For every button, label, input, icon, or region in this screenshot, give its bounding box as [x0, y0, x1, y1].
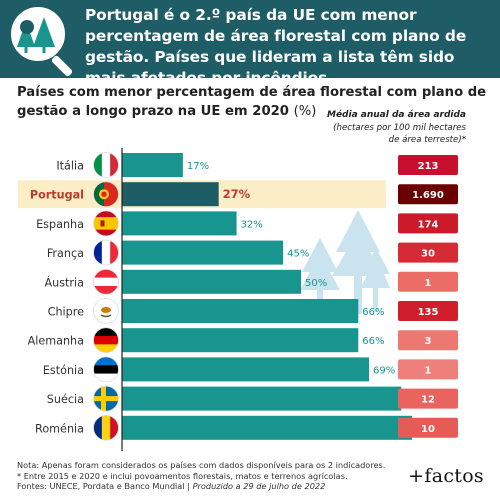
- bar: [122, 328, 359, 353]
- table-row: Itália 17% 213: [56, 152, 458, 178]
- burned-area-value: 12: [421, 395, 435, 406]
- flag-romania-icon: [93, 414, 119, 441]
- bar: [122, 357, 370, 382]
- value-label: 17%: [187, 161, 209, 172]
- flag-cyprus-icon: [93, 298, 119, 324]
- forest-icon: [17, 17, 55, 53]
- burned-area-badge: [398, 213, 458, 234]
- burned-area-badge: [398, 184, 458, 205]
- table-row: França 45% 30: [47, 239, 458, 266]
- table-row: Áustria 50% 1: [44, 268, 458, 295]
- bar: [122, 299, 359, 323]
- bar: [122, 182, 219, 207]
- burned-area-badge: [398, 155, 458, 175]
- bar: [122, 240, 284, 265]
- bar-chart: Itália 17% 213 Portugal 27% 1.690 Espanha 32% 17…: [18, 148, 458, 451]
- burned-area-value: 1: [425, 365, 432, 376]
- burned-area-badge: [398, 242, 458, 263]
- chart-subtitle-unit: (%): [293, 104, 317, 119]
- value-label: 32%: [241, 219, 263, 230]
- brand-logo: +factos: [408, 465, 484, 487]
- bar: [122, 269, 302, 294]
- burned-area-value: 3: [425, 336, 432, 347]
- country-label: França: [47, 247, 84, 260]
- country-label: Alemanha: [28, 335, 84, 348]
- flag-germany-icon: [93, 327, 119, 354]
- note-sources: Fontes: UNECE, Pordata e Banco Mundial |…: [17, 481, 387, 492]
- burned-area-value: 1.690: [412, 190, 444, 201]
- flag-spain-icon: [93, 210, 119, 237]
- burned-area-title: Média anual da área ardida: [327, 110, 466, 120]
- flag-italy-icon: [93, 152, 119, 178]
- burned-area-badge: [398, 388, 458, 409]
- table-row: Alemanha 66% 3: [28, 327, 458, 354]
- footnotes: Nota: Apenas foram considerados os paíse…: [17, 460, 387, 492]
- country-label: Portugal: [30, 189, 84, 202]
- value-label: 50%: [305, 278, 327, 289]
- chart-subtitle: Países com menor percentagem de área flo…: [17, 83, 487, 121]
- note-sources-text: Fontes: UNECE, Pordata e Banco Mundial |: [17, 481, 190, 492]
- country-label: Espanha: [36, 218, 84, 231]
- burned-area-value: 30: [421, 249, 435, 260]
- magnifier-icon: [8, 4, 68, 64]
- burned-area-badge: [398, 301, 458, 321]
- country-label: Chipre: [48, 306, 84, 319]
- country-label: Estónia: [43, 364, 84, 377]
- trees-decoration-icon: [300, 210, 390, 314]
- burned-area-subtitle: (hectares por 100 mil hectares de área t…: [333, 123, 466, 145]
- page-title: Portugal é o 2.º país da UE com menor pe…: [85, 6, 467, 87]
- table-row: Suécia78%12: [47, 385, 458, 412]
- note-line-1: Nota: Apenas foram considerados os paíse…: [17, 460, 386, 470]
- chart-subtitle-text: Países com menor percentagem de área flo…: [17, 85, 487, 119]
- bar: [122, 211, 237, 236]
- flag-portugal-icon: [93, 181, 119, 208]
- table-row: Chipre 66% 135: [48, 298, 458, 324]
- bar: [122, 153, 183, 177]
- note-date: Produzido a 29 de julho de 2022: [192, 481, 326, 492]
- country-label: Suécia: [47, 393, 84, 406]
- table-row: Roménia81%10: [35, 414, 458, 441]
- table-row: Espanha 32% 174: [36, 210, 458, 237]
- value-label: 27%: [223, 187, 251, 201]
- flag-sweden-icon: [93, 385, 119, 412]
- burned-area-value: 1: [425, 278, 432, 289]
- flag-austria-icon: [93, 268, 119, 295]
- value-label: 66%: [362, 336, 384, 347]
- value-label: 45%: [287, 249, 309, 260]
- burned-area-badge: [398, 271, 458, 292]
- flag-france-icon: [93, 239, 119, 266]
- burned-area-value: 213: [418, 161, 439, 172]
- burned-area-badge: [398, 330, 458, 351]
- flag-estonia-icon: [93, 356, 119, 383]
- country-label: Roménia: [35, 422, 84, 435]
- note-line-2: * Entre 2015 e 2020 e inclui povoamentos…: [17, 470, 348, 481]
- burned-area-value: 174: [418, 219, 439, 230]
- table-row: Portugal 27% 1.690: [18, 180, 458, 209]
- country-label: Itália: [56, 160, 84, 173]
- burned-area-badge: [398, 359, 458, 380]
- header-banner: Portugal é o 2.º país da UE com menor pe…: [0, 0, 500, 87]
- burned-area-value: 135: [418, 307, 439, 318]
- country-label: Áustria: [44, 276, 84, 289]
- value-label: 66%: [362, 307, 384, 318]
- burned-area-badge: [398, 417, 458, 438]
- bar: [122, 415, 412, 440]
- burned-area-value: 10: [421, 424, 435, 435]
- table-row: Estónia 69% 1: [43, 356, 458, 383]
- value-label: 69%: [373, 365, 395, 376]
- bar: [122, 386, 402, 411]
